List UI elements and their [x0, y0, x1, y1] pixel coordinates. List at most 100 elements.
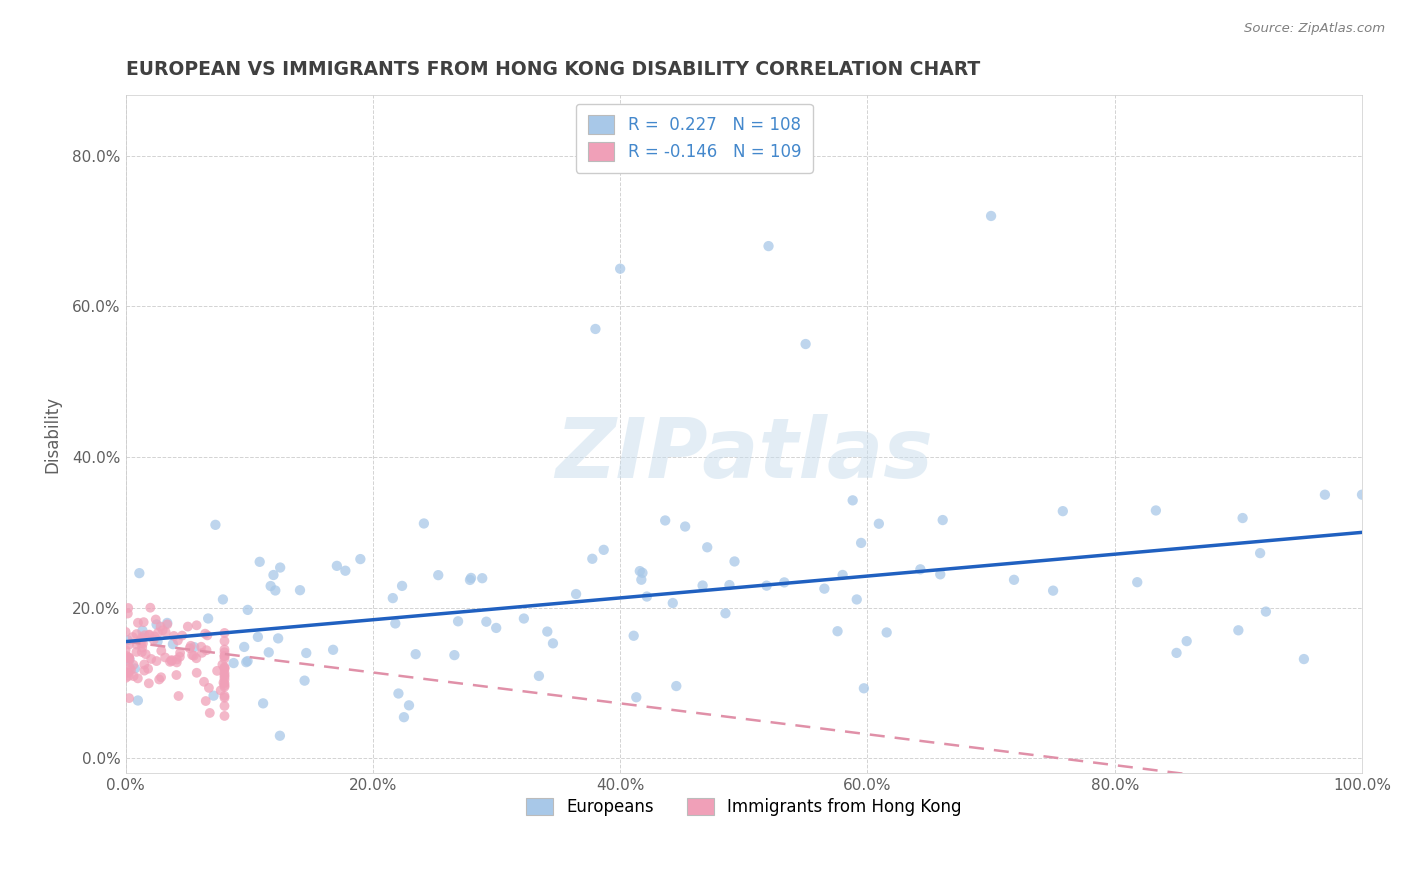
Point: [246, 630, 269, 644]
Point: [146, 625, 169, 640]
Point: [167, 633, 190, 648]
Point: [139, 600, 162, 615]
Point: [183, 640, 205, 654]
Point: [186, 651, 208, 665]
Point: [222, 656, 245, 670]
Point: [160, 653, 183, 667]
Point: [214, 670, 236, 684]
Point: [214, 648, 236, 663]
Point: [257, 645, 280, 659]
Point: [295, 646, 318, 660]
Point: [118, 651, 141, 665]
Point: [405, 647, 427, 661]
Point: [186, 665, 208, 680]
Point: [114, 624, 136, 639]
Point: [197, 611, 219, 625]
Point: [1249, 546, 1271, 560]
Point: [214, 665, 236, 680]
Point: [150, 670, 173, 684]
Point: [195, 628, 218, 642]
Point: [191, 646, 214, 660]
Point: [536, 624, 558, 639]
Point: [145, 617, 167, 632]
Point: [398, 698, 420, 713]
Point: [117, 665, 139, 680]
Point: [696, 541, 718, 555]
Point: [252, 697, 274, 711]
Point: [127, 693, 149, 707]
Point: [458, 573, 481, 587]
Point: [148, 673, 170, 687]
Point: [131, 645, 153, 659]
Point: [156, 617, 179, 632]
Point: [167, 689, 190, 703]
Point: [910, 562, 932, 576]
Point: [831, 568, 853, 582]
Point: [841, 493, 863, 508]
Point: [1292, 652, 1315, 666]
Point: [1227, 624, 1250, 638]
Point: [214, 709, 236, 723]
Point: [209, 683, 232, 698]
Point: [1254, 605, 1277, 619]
Point: [118, 638, 141, 652]
Point: [118, 691, 141, 706]
Point: [169, 649, 191, 664]
Point: [714, 607, 737, 621]
Point: [980, 209, 1002, 223]
Point: [427, 568, 450, 582]
Point: [145, 613, 167, 627]
Text: EUROPEAN VS IMMIGRANTS FROM HONG KONG DISABILITY CORRELATION CHART: EUROPEAN VS IMMIGRANTS FROM HONG KONG DI…: [125, 60, 980, 78]
Point: [249, 555, 271, 569]
Point: [460, 571, 482, 585]
Point: [180, 639, 202, 653]
Point: [236, 654, 259, 668]
Point: [128, 566, 150, 581]
Point: [723, 554, 745, 568]
Point: [132, 615, 155, 629]
Point: [165, 668, 187, 682]
Point: [214, 676, 236, 690]
Point: [132, 636, 155, 650]
Point: [876, 625, 898, 640]
Point: [214, 668, 236, 682]
Point: [628, 564, 651, 578]
Point: [214, 634, 236, 648]
Point: [262, 568, 284, 582]
Point: [135, 647, 157, 661]
Y-axis label: Disability: Disability: [44, 396, 60, 473]
Point: [260, 579, 283, 593]
Point: [214, 680, 236, 694]
Point: [129, 632, 152, 647]
Point: [214, 661, 236, 675]
Point: [1313, 488, 1336, 502]
Point: [138, 676, 160, 690]
Point: [609, 261, 631, 276]
Point: [773, 575, 796, 590]
Point: [565, 587, 588, 601]
Point: [177, 619, 200, 633]
Point: [214, 645, 236, 659]
Point: [758, 239, 780, 253]
Point: [267, 632, 290, 646]
Point: [172, 629, 194, 643]
Point: [1052, 504, 1074, 518]
Point: [852, 681, 875, 696]
Point: [214, 698, 236, 713]
Point: [146, 634, 169, 648]
Point: [134, 664, 156, 678]
Point: [412, 516, 434, 531]
Point: [118, 652, 141, 666]
Point: [125, 638, 148, 652]
Point: [136, 662, 159, 676]
Point: [141, 652, 163, 666]
Point: [1144, 503, 1167, 517]
Point: [117, 655, 139, 669]
Point: [384, 616, 406, 631]
Point: [129, 636, 152, 650]
Point: [194, 694, 217, 708]
Point: [391, 579, 413, 593]
Point: [212, 675, 235, 690]
Point: [845, 592, 868, 607]
Point: [527, 669, 550, 683]
